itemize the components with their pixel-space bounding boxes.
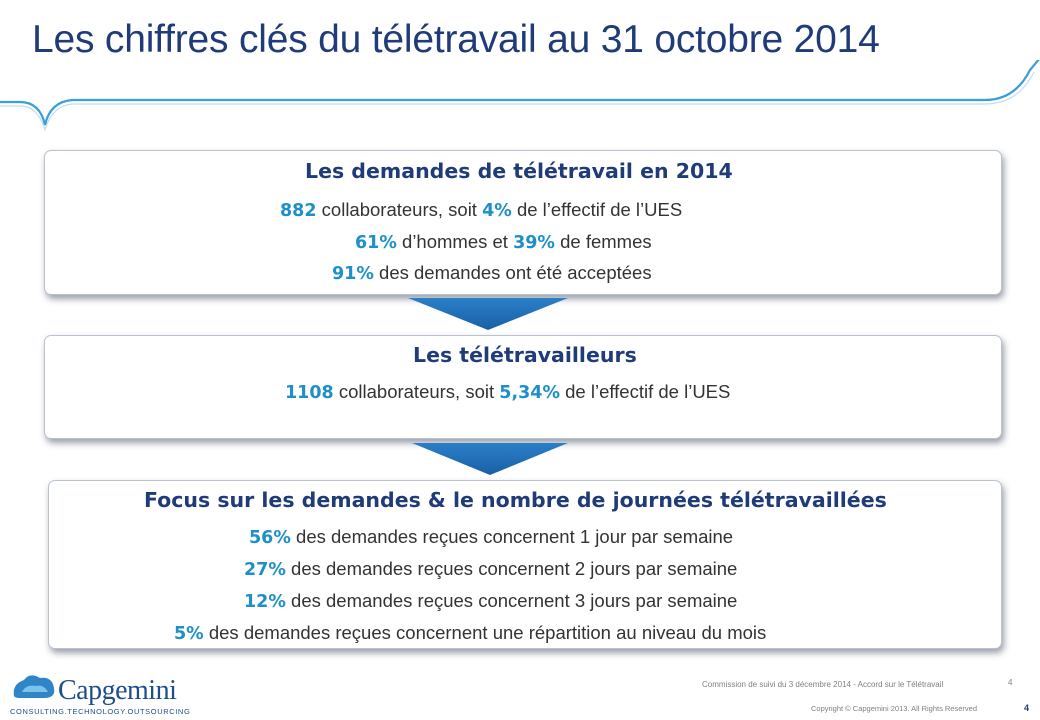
- requests-employees-line: 882 collaborateurs, soit 4% de l’effecti…: [280, 199, 683, 221]
- women-percent-value: 39%: [513, 233, 555, 253]
- chevron-down-arrow-icon: [408, 298, 568, 330]
- focus-3-days-value: 12%: [244, 592, 286, 612]
- footer-copyright: Copyright © Capgemini 2013. All Rights R…: [811, 704, 978, 713]
- teleworkers-panel: Les télétravailleurs 1108 collaborateurs…: [44, 335, 1002, 439]
- focus-month-value: 5%: [174, 624, 204, 644]
- capgemini-spade-icon: [13, 675, 55, 698]
- men-percent-value: 61%: [355, 233, 397, 253]
- company-logo-tagline: CONSULTING.TECHNOLOGY.OUTSOURCING: [10, 707, 191, 716]
- footer-slide-number: 4: [1008, 678, 1013, 687]
- accepted-percent-value: 91%: [332, 264, 374, 284]
- teleworkers-count-value: 1108: [285, 383, 334, 403]
- requests-percent-value: 4%: [482, 201, 512, 221]
- page-title: Les chiffres clés du télétravail au 31 o…: [32, 18, 880, 61]
- requests-2014-panel: Les demandes de télétravail en 2014 882 …: [44, 150, 1002, 295]
- focus-panel: Focus sur les demandes & le nombre de jo…: [48, 480, 1002, 649]
- focus-line-2: 27% des demandes reçues concernent 2 jou…: [244, 558, 738, 580]
- company-logo-wordmark: Capgemini: [58, 675, 177, 706]
- requests-count-value: 882: [280, 201, 317, 221]
- teleworkers-title: Les télétravailleurs: [413, 343, 637, 367]
- header-swoosh-decoration: [0, 60, 1040, 133]
- focus-title: Focus sur les demandes & le nombre de jo…: [144, 488, 887, 512]
- requests-2014-title: Les demandes de télétravail en 2014: [305, 159, 733, 183]
- teleworkers-line: 1108 collaborateurs, soit 5,34% de l’eff…: [285, 381, 731, 403]
- page-number: 4: [1024, 703, 1030, 713]
- acceptance-line: 91% des demandes ont été acceptées: [332, 262, 652, 284]
- footer-meeting-text: Commission de suivi du 3 décembre 2014 -…: [702, 680, 944, 689]
- gender-split-line: 61% d’hommes et 39% de femmes: [355, 231, 652, 253]
- focus-1-day-value: 56%: [249, 528, 291, 548]
- focus-line-1: 56% des demandes reçues concernent 1 jou…: [249, 526, 734, 548]
- focus-line-4: 5% des demandes reçues concernent une ré…: [174, 622, 767, 644]
- focus-2-days-value: 27%: [244, 560, 286, 580]
- teleworkers-percent-value: 5,34%: [499, 383, 560, 403]
- focus-line-3: 12% des demandes reçues concernent 3 jou…: [244, 590, 738, 612]
- chevron-down-arrow-icon: [412, 443, 568, 475]
